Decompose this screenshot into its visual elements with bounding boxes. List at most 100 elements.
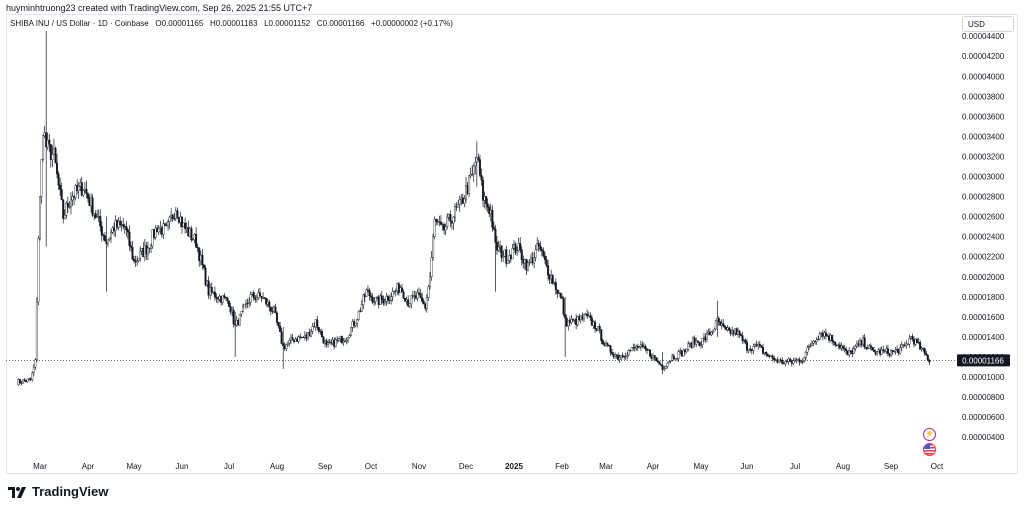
- candle-body: [621, 355, 624, 357]
- candle-body: [62, 199, 65, 219]
- y-tick-label: 0.00003200: [962, 152, 1005, 161]
- candle-body: [565, 317, 568, 327]
- candle-body: [348, 335, 351, 338]
- y-tick-label: 0.00002400: [962, 233, 1005, 242]
- candle-body: [373, 301, 376, 303]
- candle-body: [747, 348, 750, 351]
- candle-body: [601, 340, 604, 344]
- candle-body: [690, 342, 693, 348]
- candle-body: [480, 175, 483, 181]
- candle-body: [618, 357, 621, 360]
- candle-body: [526, 262, 529, 271]
- candle-body: [69, 199, 72, 207]
- candle-body: [316, 319, 319, 328]
- candle-body: [421, 297, 424, 302]
- candle-body: [485, 196, 488, 204]
- tradingview-logo-icon: [8, 486, 26, 498]
- y-tick-label: 0.00000800: [962, 393, 1005, 402]
- candle-body: [894, 349, 897, 352]
- candle-body: [157, 227, 160, 233]
- candle-body: [811, 342, 814, 346]
- currency-button[interactable]: USD: [962, 16, 1014, 32]
- candle-body: [269, 306, 272, 312]
- candle-body: [528, 262, 531, 264]
- candle-body: [106, 239, 109, 244]
- candle-body: [911, 336, 914, 340]
- candle-body: [687, 343, 690, 350]
- candle-body: [536, 243, 539, 250]
- open-label: O: [155, 19, 162, 28]
- x-tick-label: Jul: [790, 462, 800, 471]
- candle-body: [653, 355, 656, 358]
- candle-body: [768, 356, 771, 358]
- y-tick-label: 0.00002600: [962, 213, 1005, 222]
- candle-body: [514, 243, 517, 253]
- candle-body: [297, 336, 300, 342]
- candle-body: [374, 296, 377, 303]
- lightning-icon[interactable]: ⚡: [923, 428, 936, 441]
- candle-body: [343, 340, 346, 342]
- candle-body: [711, 330, 714, 333]
- candle-body: [561, 296, 564, 299]
- candle-body: [774, 359, 777, 361]
- y-tick-label: 0.00000400: [962, 433, 1005, 442]
- candle-body: [710, 332, 713, 336]
- candle-body: [782, 363, 785, 365]
- candle-body: [347, 337, 350, 341]
- candle-body: [505, 249, 508, 264]
- candle-body: [209, 287, 212, 296]
- chart-frame: [6, 14, 1018, 474]
- candle-body: [848, 350, 851, 356]
- candle-body: [763, 351, 766, 354]
- candle-body: [869, 345, 872, 348]
- candle-body: [460, 197, 463, 200]
- x-tick-label: May: [693, 462, 708, 471]
- candle-body: [692, 337, 695, 348]
- tradingview-brand-text: TradingView: [32, 484, 109, 499]
- candle-body: [450, 221, 453, 224]
- candle-body: [180, 216, 183, 227]
- tradingview-logo[interactable]: TradingView: [8, 484, 108, 499]
- candle-body: [212, 291, 215, 293]
- candle-body: [824, 332, 827, 336]
- candle-body: [638, 346, 641, 349]
- candle-body: [511, 248, 514, 260]
- candle-body: [215, 297, 218, 299]
- candle-body: [880, 349, 883, 355]
- candle-body: [380, 295, 383, 300]
- candle-body: [744, 340, 747, 343]
- candle-body: [722, 323, 725, 326]
- candle-body: [614, 354, 617, 357]
- candles-group: [17, 31, 931, 387]
- candle-body: [471, 173, 474, 175]
- candle-body: [807, 346, 810, 348]
- candle-body: [280, 331, 283, 344]
- candle-body: [162, 223, 165, 235]
- candle-body: [648, 349, 651, 357]
- candle-body: [551, 275, 554, 284]
- candle-body: [82, 190, 85, 196]
- candle-body: [922, 347, 925, 349]
- y-tick-label: 0.00004200: [962, 52, 1005, 61]
- candle-body: [206, 280, 209, 286]
- candle-body: [185, 227, 188, 229]
- x-tick-label: Feb: [555, 462, 569, 471]
- candle-body: [276, 312, 279, 323]
- candle-body: [268, 301, 271, 308]
- candle-body: [317, 327, 320, 332]
- candle-body: [457, 204, 460, 208]
- candle-body: [738, 330, 741, 336]
- candle-body: [502, 256, 505, 258]
- candle-body: [310, 330, 313, 337]
- us-flag-icon[interactable]: [923, 443, 936, 456]
- candle-body: [564, 314, 567, 319]
- chart-header: huyminhtruong23 created with TradingView…: [6, 3, 313, 13]
- candle-body: [682, 349, 685, 357]
- candle-body: [218, 295, 221, 300]
- candle-body: [240, 311, 243, 315]
- candle-body: [603, 343, 606, 346]
- candle-body: [198, 247, 201, 262]
- candle-body: [277, 322, 280, 327]
- candle-body: [342, 341, 345, 344]
